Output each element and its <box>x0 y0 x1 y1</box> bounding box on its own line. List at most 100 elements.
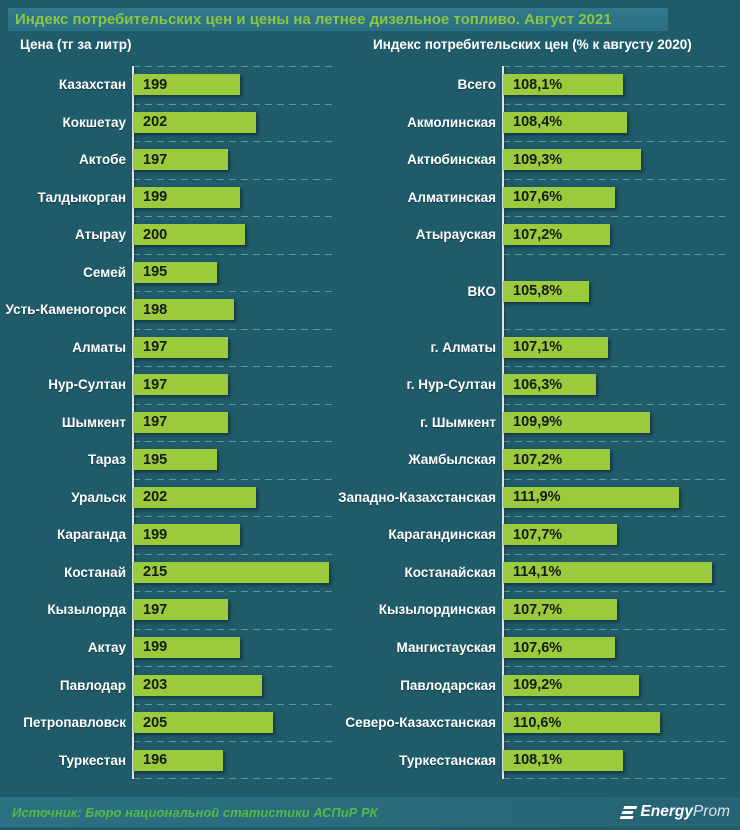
chart-row: Туркестанская 108,1% <box>370 741 740 779</box>
category-label: Костанай <box>64 564 126 580</box>
bar-value-label: 197 <box>143 414 168 431</box>
category-cell: Тараз <box>0 441 133 479</box>
category-cell: Кызылординская <box>370 591 503 629</box>
category-cell: Мангистауская <box>370 629 503 667</box>
chart-row: Караганда 199 <box>0 516 370 554</box>
category-label: Актобе <box>78 152 126 168</box>
source-note: Источник: Бюро национальной статистики А… <box>12 804 378 820</box>
bar: 196 <box>133 749 223 771</box>
plot-cell: 197 <box>133 366 335 404</box>
category-cell: Туркестан <box>0 741 133 779</box>
chart-row: Туркестан 196 <box>0 741 370 779</box>
bar: 202 <box>133 486 257 508</box>
plot-cell: 197 <box>133 403 335 442</box>
bar-value-label: 195 <box>143 264 168 281</box>
category-label: Кокшетау <box>62 114 126 130</box>
category-cell: Акмолинская <box>370 104 503 142</box>
bar: 198 <box>133 299 234 321</box>
chart-row: Тараз 195 <box>0 441 370 479</box>
bar: 109,2% <box>503 674 640 696</box>
bar: 199 <box>133 524 240 546</box>
chart-row: Жамбылская 107,2% <box>370 441 740 479</box>
bar: 108,1% <box>503 749 623 771</box>
category-label: г. Нур-Султан <box>406 377 496 393</box>
bar-value-label: 202 <box>143 489 168 506</box>
chart-row: Петропавловск 205 <box>0 703 370 742</box>
left-chart-header: Цена (тг за литр) <box>20 37 132 52</box>
chart-row: Семей 195 <box>0 253 370 292</box>
page-title: Индекс потребительских цен и цены на лет… <box>15 11 612 28</box>
plot-cell: 195 <box>133 253 335 292</box>
right-chart-header: Индекс потребительских цен (% к августу … <box>373 37 692 52</box>
plot-cell: 202 <box>133 478 335 517</box>
category-label: Тараз <box>87 452 126 468</box>
bar: 109,9% <box>503 411 650 433</box>
chart-row: Павлодар 203 <box>0 666 370 704</box>
plot-cell: 108,1% <box>503 66 725 104</box>
plot-cell: 107,7% <box>503 591 725 629</box>
bar: 109,3% <box>503 149 641 171</box>
bar: 197 <box>133 336 229 358</box>
category-label: Нур-Султан <box>48 377 126 393</box>
bar: 195 <box>133 261 218 283</box>
bar: 215 <box>133 561 330 583</box>
left-chart-rows: Казахстан 199 Кокшетау 202 Актобе 197 Талдыкор… <box>0 66 370 779</box>
bar-value-label: 198 <box>143 301 168 318</box>
bar-value-label: 107,2% <box>513 451 563 468</box>
bar-value-label: 109,9% <box>513 414 563 431</box>
bar: 105,8% <box>503 280 589 302</box>
bar-value-label: 200 <box>143 226 168 243</box>
category-cell: Жамбылская <box>370 441 503 479</box>
category-label: Туркестан <box>58 752 126 768</box>
bar-value-label: 197 <box>143 376 168 393</box>
plot-cell: 198 <box>133 291 335 329</box>
bar-value-label: 205 <box>143 714 168 731</box>
bar-value-label: 202 <box>143 114 168 131</box>
bar-value-label: 106,3% <box>513 376 563 393</box>
plot-cell: 107,6% <box>503 178 725 217</box>
category-label: Всего <box>457 77 496 93</box>
bar-value-label: 107,2% <box>513 226 563 243</box>
plot-cell: 114,1% <box>503 553 725 592</box>
category-cell: Северо-Казахстанская <box>345 704 503 742</box>
bar-value-label: 107,7% <box>513 601 563 618</box>
chart-row: Талдыкорган 199 <box>0 178 370 217</box>
bar-value-label: 199 <box>143 189 168 206</box>
price-chart: Казахстан 199 Кокшетау 202 Актобе 197 Талдыкор… <box>0 66 370 779</box>
category-label: Кызылорда <box>47 602 126 618</box>
plot-cell: 199 <box>133 178 335 217</box>
bar: 114,1% <box>503 561 712 583</box>
bar: 197 <box>133 411 229 433</box>
category-label: Шымкент <box>61 414 126 430</box>
plot-cell: 197 <box>133 328 335 367</box>
plot-cell: 109,2% <box>503 666 725 704</box>
plot-cell: 200 <box>133 216 335 254</box>
bar: 203 <box>133 674 263 696</box>
bar-value-label: 197 <box>143 601 168 618</box>
category-label: Северо-Казахстанская <box>345 715 496 731</box>
bar: 107,2% <box>503 449 610 471</box>
chart-row: Всего 108,1% <box>370 66 740 104</box>
category-cell: Усть-Каменогорск <box>0 291 133 329</box>
energyprom-logo-icon <box>619 804 638 821</box>
plot-cell: 202 <box>133 103 335 142</box>
bar-value-label: 109,2% <box>513 677 563 694</box>
chart-row: Шымкент 197 <box>0 403 370 442</box>
category-label: Актау <box>87 639 126 655</box>
right-chart-bottom-gridline <box>503 778 725 779</box>
category-label: Кызылординская <box>378 602 496 618</box>
category-label: Жамбылская <box>408 452 496 468</box>
bar-value-label: 199 <box>143 526 168 543</box>
category-cell: Кокшетау <box>0 104 133 142</box>
category-label: Павлодар <box>59 677 126 693</box>
bar-value-label: 107,7% <box>513 526 563 543</box>
category-label: Семей <box>83 264 126 280</box>
bar-value-label: 107,1% <box>513 339 563 356</box>
category-cell: Туркестанская <box>370 741 503 779</box>
bar-value-label: 107,6% <box>513 189 563 206</box>
bar: 197 <box>133 374 229 396</box>
bar: 195 <box>133 449 218 471</box>
chart-row: Алматинская 107,6% <box>370 178 740 217</box>
bar: 107,1% <box>503 336 609 358</box>
category-label: Усть-Каменогорск <box>5 302 126 318</box>
